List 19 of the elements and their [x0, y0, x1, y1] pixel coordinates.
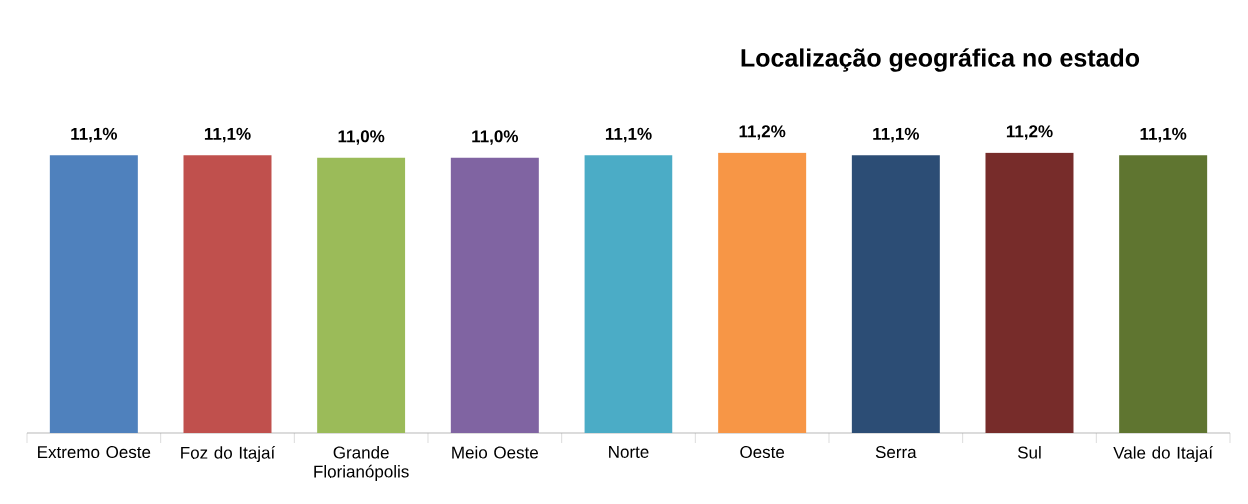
- data-label: 11,2%: [1006, 125, 1053, 140]
- x-tick-label: Extremo Oeste: [38, 446, 151, 459]
- x-tick-label: Meio Oeste: [452, 446, 538, 459]
- x-tick-label: Sul: [1017, 446, 1041, 459]
- data-label: 11,2%: [739, 125, 786, 140]
- data-label: 11,1%: [1140, 127, 1187, 143]
- x-tick-label: Oeste: [740, 446, 785, 459]
- data-label: 11,1%: [204, 127, 251, 143]
- x-tick-label: Serra: [875, 446, 917, 459]
- chart-title: Localização geográfica no estado: [741, 48, 1140, 72]
- data-label: 11,1%: [873, 127, 920, 143]
- data-label: 11,1%: [71, 127, 118, 143]
- x-tick-label: Vale do Itajaí: [1113, 446, 1213, 463]
- x-tick-label: Grande Florianópolis: [314, 446, 409, 481]
- data-label: 11,0%: [472, 130, 519, 145]
- data-label: 11,1%: [605, 127, 652, 143]
- data-label: 11,0%: [338, 130, 385, 145]
- x-tick-label: Foz do Itajaí: [181, 446, 276, 463]
- x-tick-label: Norte: [609, 446, 649, 458]
